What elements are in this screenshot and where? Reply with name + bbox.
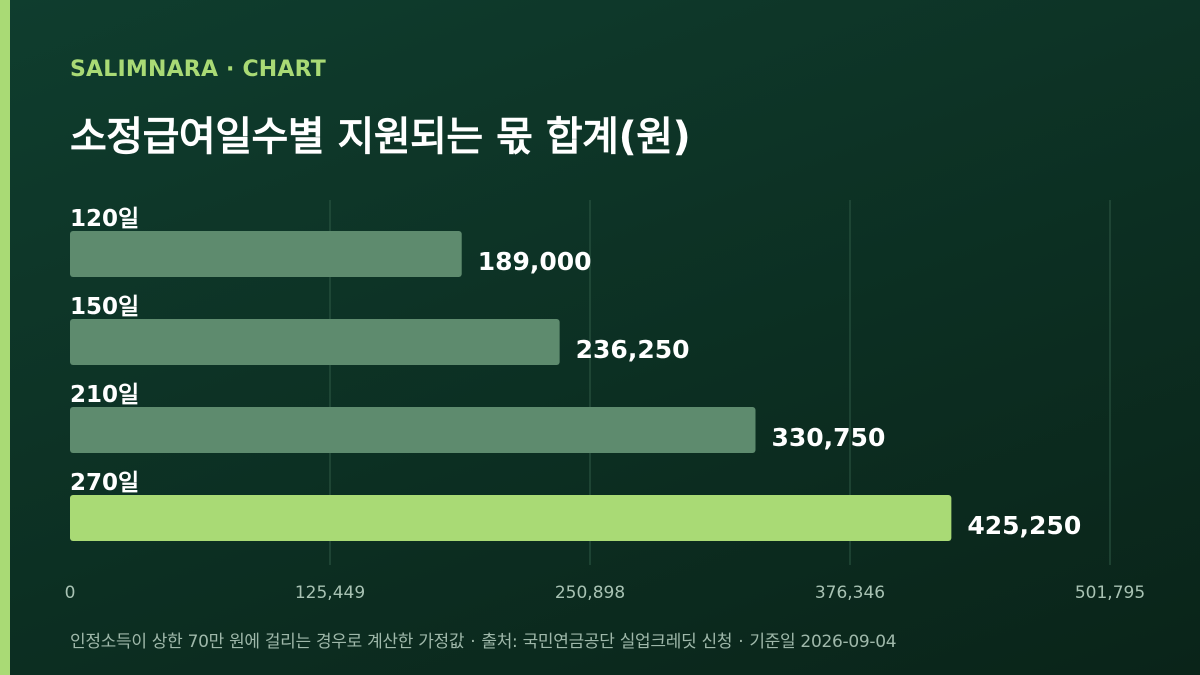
value-label: 236,250 xyxy=(576,335,690,364)
bar xyxy=(70,319,560,365)
category-label: 270일 xyxy=(70,470,139,496)
x-tick-label: 250,898 xyxy=(555,583,625,603)
footnote-date: 기준일 2026-09-04 xyxy=(749,632,897,652)
footnote: 인정소득이 상한 70만 원에 걸리는 경우로 계산한 가정값 · 출처: 국민연금… xyxy=(70,627,897,652)
category-label: 210일 xyxy=(70,382,139,408)
value-label: 189,000 xyxy=(478,247,592,276)
x-tick-label: 0 xyxy=(65,583,76,603)
footnote-assumption: 인정소득이 상한 70만 원에 걸리는 경우로 계산한 가정값 xyxy=(70,632,465,652)
category-label: 120일 xyxy=(70,206,139,232)
footnote-source: 출처: 국민연금공단 실업크레딧 신청 xyxy=(481,632,733,652)
value-label: 330,750 xyxy=(771,423,885,452)
x-tick-label: 501,795 xyxy=(1075,583,1145,603)
bar-highlighted xyxy=(70,495,952,541)
value-label: 425,250 xyxy=(967,511,1081,540)
footnote-separator: · xyxy=(738,632,744,652)
x-tick-label: 376,346 xyxy=(815,583,885,603)
accent-stripe xyxy=(0,0,10,675)
bar xyxy=(70,231,462,277)
footnote-separator: · xyxy=(470,632,476,652)
brand-label: SALIMNARA · CHART xyxy=(70,57,326,82)
chart-title: 소정급여일수별 지원되는 몫 합계(원) xyxy=(70,114,691,160)
category-label: 150일 xyxy=(70,294,139,320)
bar xyxy=(70,407,756,453)
x-tick-label: 125,449 xyxy=(295,583,365,603)
